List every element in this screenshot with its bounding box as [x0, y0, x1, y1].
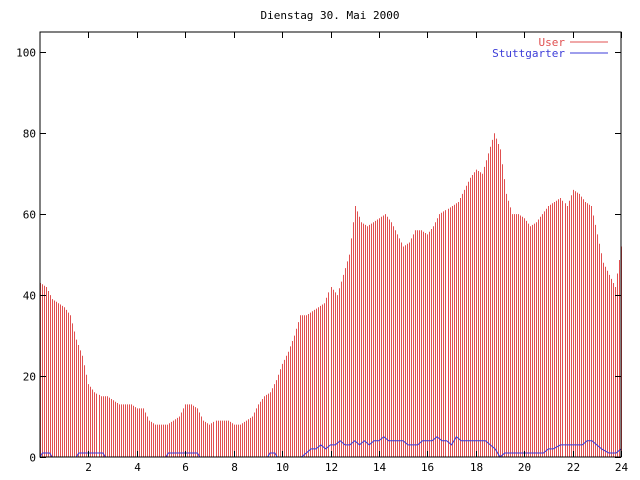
- y-tick-label: 80: [23, 128, 36, 141]
- x-tick-label: 2: [85, 461, 92, 474]
- x-tick-label: 22: [567, 461, 580, 474]
- x-tick-label: 12: [325, 461, 338, 474]
- y-tick-label: 60: [23, 209, 36, 222]
- user-series-bars: [40, 133, 622, 457]
- chart-title: Dienstag 30. Mai 2000: [260, 9, 399, 22]
- x-tick-label: 14: [373, 461, 387, 474]
- legend-label-stuttgarter: Stuttgarter: [492, 47, 565, 60]
- y-axis-ticks: 0 20 40 60 80 100: [16, 47, 621, 465]
- legend: User Stuttgarter: [492, 36, 608, 60]
- x-axis-ticks: 2 4 6 8 10 12 14 16 18 20 22 24: [85, 32, 628, 474]
- x-tick-label: 8: [231, 461, 238, 474]
- y-tick-label: 100: [16, 47, 36, 60]
- y-tick-label: 40: [23, 290, 36, 303]
- x-tick-label: 18: [470, 461, 483, 474]
- x-tick-label: 10: [276, 461, 289, 474]
- x-tick-label: 4: [134, 461, 141, 474]
- x-tick-label: 20: [518, 461, 531, 474]
- plot-frame: [39, 31, 622, 458]
- x-tick-label: 16: [421, 461, 434, 474]
- x-tick-label: 6: [182, 461, 189, 474]
- y-tick-label: 20: [23, 371, 36, 384]
- x-tick-label: 24: [615, 461, 629, 474]
- legend-label-user: User: [539, 36, 566, 49]
- y-tick-label: 0: [29, 452, 36, 465]
